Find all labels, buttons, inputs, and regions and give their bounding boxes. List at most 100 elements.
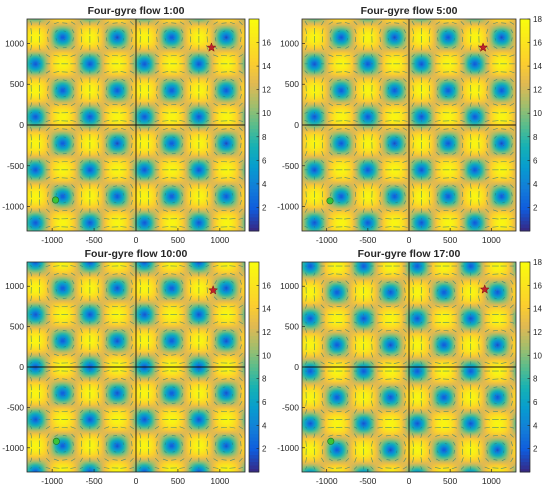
colorbar-segment bbox=[249, 356, 259, 361]
velocity-arrow bbox=[484, 434, 490, 438]
colorbar-segment bbox=[520, 209, 530, 214]
velocity-arrow bbox=[377, 304, 383, 308]
velocity-arrow bbox=[460, 466, 465, 470]
velocity-arrow bbox=[30, 265, 33, 268]
velocity-arrow bbox=[502, 95, 505, 98]
velocity-arrow bbox=[412, 440, 414, 447]
velocity-arrow bbox=[172, 281, 176, 283]
velocity-arrow bbox=[328, 305, 334, 308]
velocity-arrow bbox=[70, 353, 76, 357]
velocity-arrow bbox=[155, 296, 159, 301]
velocity-arrow bbox=[321, 457, 325, 463]
velocity-arrow bbox=[461, 85, 464, 91]
velocity-arrow bbox=[420, 426, 423, 429]
velocity-arrow bbox=[139, 425, 142, 430]
velocity-arrow bbox=[156, 441, 158, 447]
colorbar-segment bbox=[249, 19, 259, 24]
velocity-arrow bbox=[97, 183, 100, 189]
velocity-arrow bbox=[509, 209, 515, 213]
velocity-arrow bbox=[45, 426, 51, 430]
velocity-arrow bbox=[362, 44, 365, 51]
velocity-arrow bbox=[386, 354, 391, 356]
velocity-arrow bbox=[387, 451, 390, 453]
velocity-arrow bbox=[45, 226, 51, 228]
velocity-arrow bbox=[213, 296, 218, 301]
velocity-arrow bbox=[188, 176, 193, 180]
y-tick-label: -1000 bbox=[2, 443, 24, 453]
velocity-arrow bbox=[403, 184, 407, 188]
velocity-arrow bbox=[304, 102, 308, 107]
velocity-arrow bbox=[180, 401, 184, 406]
velocity-arrow bbox=[484, 321, 490, 324]
velocity-arrow bbox=[239, 93, 242, 99]
velocity-arrow bbox=[229, 209, 235, 212]
colorbar-tick-label: 6 bbox=[262, 156, 267, 165]
velocity-arrow bbox=[46, 344, 50, 350]
velocity-arrow bbox=[411, 102, 415, 107]
velocity-arrow bbox=[501, 305, 507, 308]
velocity-arrow bbox=[221, 459, 227, 461]
velocity-arrow bbox=[321, 199, 324, 206]
velocity-arrow bbox=[38, 28, 41, 35]
velocity-arrow bbox=[30, 295, 32, 302]
velocity-arrow bbox=[30, 361, 33, 364]
velocity-arrow bbox=[147, 176, 150, 180]
velocity-arrow bbox=[451, 361, 457, 365]
velocity-arrow bbox=[338, 346, 340, 348]
velocity-arrow bbox=[205, 376, 209, 382]
velocity-arrow bbox=[387, 144, 390, 147]
velocity-arrow bbox=[147, 54, 150, 58]
colorbar-segment bbox=[520, 272, 530, 277]
velocity-arrow bbox=[229, 362, 236, 364]
velocity-arrow bbox=[370, 279, 374, 285]
velocity-arrow bbox=[103, 370, 110, 372]
velocity-arrow bbox=[131, 191, 133, 197]
colorbar-segment bbox=[249, 363, 259, 368]
velocity-arrow bbox=[345, 201, 349, 204]
velocity-arrow bbox=[179, 426, 185, 429]
velocity-arrow bbox=[231, 393, 234, 397]
velocity-arrow bbox=[45, 467, 51, 469]
colorbar-segment bbox=[520, 61, 530, 66]
velocity-arrow bbox=[55, 345, 58, 349]
velocity-arrow bbox=[477, 272, 481, 276]
velocity-arrow bbox=[180, 184, 184, 188]
velocity-arrow bbox=[477, 418, 481, 421]
velocity-arrow bbox=[70, 160, 76, 163]
velocity-arrow bbox=[181, 37, 183, 42]
velocity-arrow bbox=[387, 87, 390, 90]
velocity-arrow bbox=[38, 409, 41, 414]
velocity-arrow bbox=[451, 218, 458, 220]
velocity-arrow bbox=[403, 336, 406, 342]
velocity-arrow bbox=[213, 377, 218, 381]
velocity-arrow bbox=[240, 287, 242, 293]
velocity-arrow bbox=[222, 95, 226, 98]
velocity-arrow bbox=[353, 226, 358, 228]
velocity-arrow bbox=[377, 426, 383, 429]
velocity-arrow bbox=[38, 400, 41, 407]
velocity-arrow bbox=[328, 112, 334, 114]
velocity-arrow bbox=[428, 208, 432, 213]
velocity-arrow bbox=[452, 78, 457, 82]
velocity-arrow bbox=[213, 321, 219, 324]
velocity-arrow bbox=[429, 449, 431, 455]
velocity-arrow bbox=[436, 78, 440, 82]
velocity-arrow bbox=[173, 289, 175, 291]
velocity-arrow bbox=[377, 120, 383, 122]
velocity-arrow bbox=[164, 144, 167, 147]
velocity-arrow bbox=[103, 112, 110, 114]
colorbar-segment bbox=[249, 86, 259, 91]
velocity-arrow bbox=[180, 328, 184, 333]
velocity-arrow bbox=[321, 102, 325, 107]
velocity-arrow bbox=[38, 77, 41, 83]
velocity-arrow bbox=[213, 127, 218, 131]
velocity-arrow bbox=[162, 177, 169, 179]
velocity-arrow bbox=[329, 402, 333, 405]
velocity-arrow bbox=[222, 46, 227, 49]
velocity-arrow bbox=[72, 393, 74, 398]
velocity-arrow bbox=[435, 218, 441, 220]
velocity-arrow bbox=[395, 95, 398, 98]
velocity-arrow bbox=[30, 54, 33, 58]
colorbar-segment bbox=[520, 405, 530, 410]
velocity-arrow bbox=[460, 54, 465, 58]
